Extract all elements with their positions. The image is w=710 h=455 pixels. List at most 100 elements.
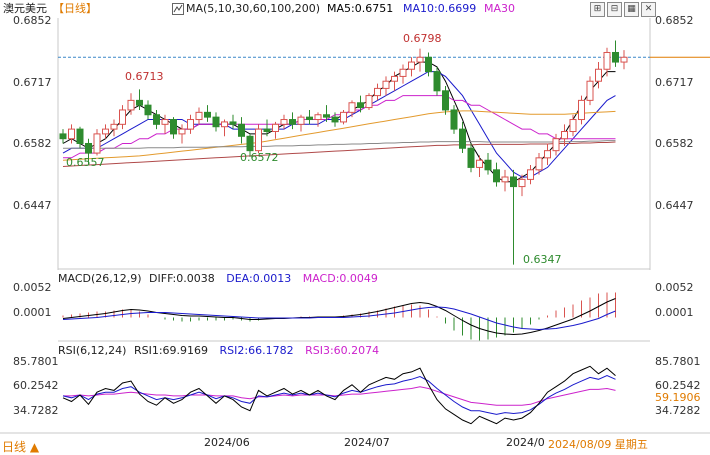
candle-body xyxy=(102,128,109,135)
rsi-title: RSI(6,12,24) xyxy=(58,344,127,357)
macd-tick-left: 0.0001 xyxy=(13,306,52,319)
price-tick-right: 0.6717 xyxy=(655,76,694,89)
candle-body xyxy=(484,159,492,171)
rsi1-line xyxy=(62,365,616,425)
candle-body xyxy=(399,68,407,77)
candle-body xyxy=(204,111,211,118)
candle-body xyxy=(467,147,475,168)
rsi-tick-right: 85.7801 xyxy=(655,355,701,368)
candle-body xyxy=(85,142,92,154)
rsi-tick-left: 60.2542 xyxy=(13,379,59,392)
ma5-value: MA5:0.6751 xyxy=(327,2,394,15)
low-label: 0.6347 xyxy=(523,253,562,266)
high-label: 0.6713 xyxy=(125,70,164,83)
ma-line-ma5 xyxy=(62,61,616,183)
candle-body xyxy=(178,128,186,135)
price-chart[interactable] xyxy=(0,0,710,270)
candle-body xyxy=(110,123,118,130)
candle-body xyxy=(161,119,169,125)
candle-body xyxy=(603,51,611,70)
rsi3-value: RSI3:60.2074 xyxy=(305,344,380,357)
low-label: 0.6572 xyxy=(240,151,279,164)
layout-icon[interactable]: ▦ xyxy=(624,2,639,17)
candle-body xyxy=(59,133,67,140)
macd-diff: DIFF:0.0038 xyxy=(149,272,215,285)
candle-body xyxy=(255,128,262,152)
date-tick: 2024/07 xyxy=(344,436,390,449)
candle-body xyxy=(391,75,398,82)
ma10-value: MA10:0.6699 xyxy=(403,2,477,15)
ma-line-ma200 xyxy=(62,141,616,167)
candle-body xyxy=(561,131,568,140)
maximize-icon[interactable]: ⊞ xyxy=(590,2,605,17)
candle-body xyxy=(221,121,228,128)
candle-body xyxy=(348,102,356,113)
candle-body xyxy=(246,135,254,152)
candle-body xyxy=(535,157,543,171)
candle-body xyxy=(331,116,339,123)
candle-body xyxy=(263,128,271,133)
price-tick-right: 0.6852 xyxy=(655,14,694,27)
candle-body xyxy=(280,119,288,125)
candle-body xyxy=(306,116,313,121)
macd-tick-right: 0.0052 xyxy=(655,281,694,294)
price-tick-left: 0.6852 xyxy=(13,14,52,27)
ma-params: MA(5,10,30,60,100,200) xyxy=(186,2,321,15)
restore-icon[interactable]: ⊟ xyxy=(607,2,622,17)
macd-dea-line xyxy=(62,306,616,331)
candle-body xyxy=(612,51,619,63)
ma-line-ma60 xyxy=(62,110,616,161)
macd-dea: DEA:0.0013 xyxy=(226,272,292,285)
candle-body xyxy=(527,169,534,180)
rsi1-value: RSI1:69.9169 xyxy=(133,344,209,357)
candle-body xyxy=(340,111,347,123)
ma-line-ma30 xyxy=(63,95,616,159)
rsi2-value: RSI2:66.1782 xyxy=(219,344,294,357)
candle-body xyxy=(374,87,381,97)
current-date: 2024/08/09 星期五 xyxy=(548,438,648,451)
candle-body xyxy=(365,95,373,109)
candle-body xyxy=(620,56,628,63)
candle-body xyxy=(586,80,594,101)
candle-body xyxy=(442,90,449,111)
high-label: 0.6798 xyxy=(403,32,442,45)
candle-body xyxy=(493,169,500,183)
macd-title: MACD(26,12,9) xyxy=(58,272,142,285)
candle-body xyxy=(314,114,322,121)
candle-body xyxy=(93,133,101,154)
candle-body xyxy=(272,123,279,133)
candle-body xyxy=(544,150,551,159)
candle-body xyxy=(153,114,160,125)
candle-body xyxy=(136,99,143,106)
candle-body xyxy=(501,176,509,183)
rsi-tick-left: 85.7801 xyxy=(13,355,59,368)
macd-value: MACD:0.0049 xyxy=(302,272,378,285)
macd-header: MACD(26,12,9) DIFF:0.0038 DEA:0.0013 MAC… xyxy=(58,272,378,285)
close-icon[interactable]: ✕ xyxy=(641,2,656,17)
candle-body xyxy=(187,119,194,130)
price-tick-left: 0.6447 xyxy=(13,199,52,212)
candle-body xyxy=(450,109,458,130)
low-label: 0.6557 xyxy=(66,156,105,169)
period-toggle-button[interactable]: 日线 ▲ xyxy=(2,440,40,454)
candle-body xyxy=(518,178,526,188)
candle-body xyxy=(433,71,441,92)
ma-line-ma100 xyxy=(63,140,616,149)
candle-body xyxy=(323,114,330,118)
chart-header: 澳元美元 【日线】 MA(5,10,30,60,100,200) MA5:0.6… xyxy=(0,0,710,18)
candle-body xyxy=(357,102,364,109)
candle-body xyxy=(408,61,415,70)
period-label[interactable]: 【日线】 xyxy=(53,2,97,15)
ma-settings-icon[interactable] xyxy=(172,3,184,15)
candle-body xyxy=(476,159,483,168)
candle-body xyxy=(119,109,126,125)
ma30-value: MA30 xyxy=(484,2,516,15)
price-tick-right: 0.6582 xyxy=(655,137,694,150)
candle-body xyxy=(229,121,237,125)
rsi-header: RSI(6,12,24) RSI1:69.9169 RSI2:66.1782 R… xyxy=(58,344,379,357)
candle-body xyxy=(76,128,84,144)
macd-tick-right: 0.0001 xyxy=(655,306,694,319)
candle-body xyxy=(144,104,152,116)
candle-body xyxy=(552,138,560,152)
